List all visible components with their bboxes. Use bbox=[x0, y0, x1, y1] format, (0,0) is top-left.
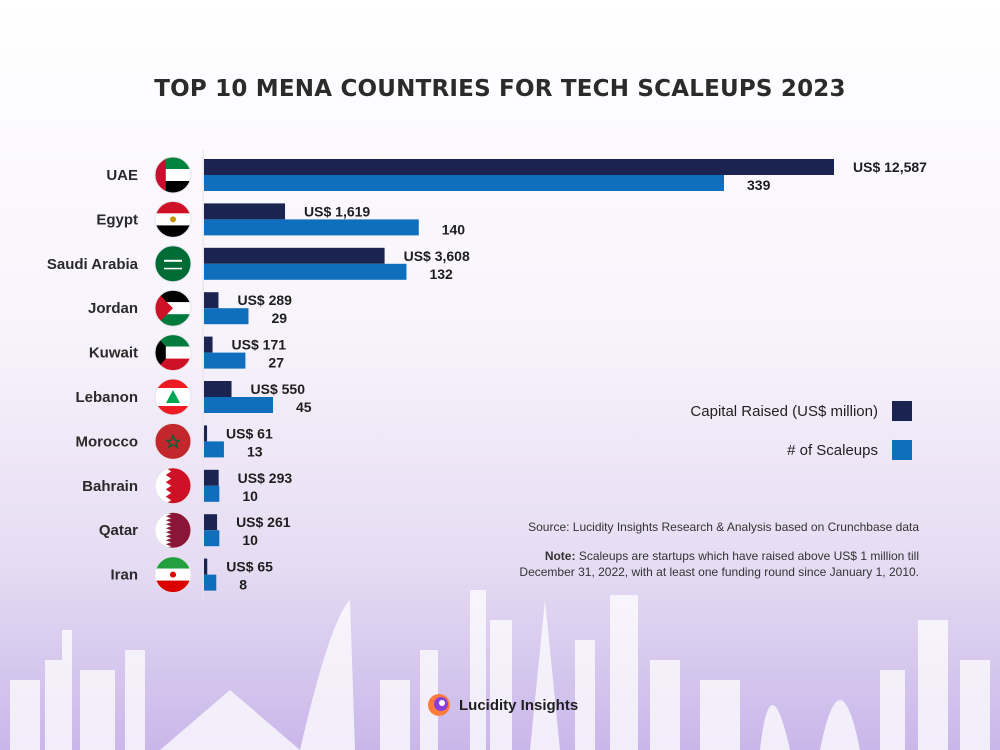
category-label: Iran bbox=[110, 567, 138, 584]
source-text: Source: Lucidity Insights Research & Ana… bbox=[528, 520, 919, 534]
category-label: Egypt bbox=[96, 211, 138, 228]
city-skyline-background bbox=[10, 590, 990, 750]
data-label-capital: US$ 1,619 bbox=[304, 203, 370, 219]
legend-swatch-capital bbox=[892, 401, 912, 421]
bar-capital-raised bbox=[204, 203, 286, 220]
bar-capital-raised bbox=[204, 469, 219, 486]
note-body: Scaleups are startups which have raised … bbox=[519, 549, 919, 579]
bar-capital-raised bbox=[204, 425, 208, 442]
data-label-scaleups: 132 bbox=[429, 266, 453, 282]
legend-capital-raised: Capital Raised (US$ million) bbox=[690, 401, 912, 421]
chart-title: TOP 10 MENA COUNTRIES FOR TECH SCALEUPS … bbox=[154, 76, 846, 102]
data-label-capital: US$ 65 bbox=[226, 559, 273, 575]
category-label: Saudi Arabia bbox=[47, 256, 139, 273]
data-label-scaleups: 8 bbox=[239, 577, 247, 593]
bar-capital-raised bbox=[204, 514, 218, 531]
uae-flag-icon bbox=[154, 156, 192, 194]
data-label-scaleups: 45 bbox=[296, 399, 312, 415]
bar-scaleups bbox=[204, 574, 217, 591]
bar-scaleups bbox=[204, 219, 419, 236]
category-label: Jordan bbox=[88, 300, 138, 317]
data-label-scaleups: 140 bbox=[442, 221, 466, 237]
data-label-capital: US$ 3,608 bbox=[404, 248, 470, 264]
kuwait-flag-icon bbox=[154, 334, 192, 372]
legend-label-scaleups: # of Scaleups bbox=[787, 441, 878, 459]
bar-scaleups bbox=[204, 352, 246, 369]
lebanon-flag-icon bbox=[154, 378, 192, 416]
bahrain-flag-icon bbox=[154, 467, 192, 505]
data-label-scaleups: 13 bbox=[247, 443, 263, 459]
data-label-scaleups: 10 bbox=[242, 532, 258, 548]
bar-capital-raised bbox=[204, 336, 213, 353]
brand-logo: Lucidity Insights bbox=[427, 693, 578, 717]
jordan-flag-icon bbox=[154, 289, 192, 327]
bar-scaleups bbox=[204, 441, 224, 458]
data-label-capital: US$ 550 bbox=[251, 381, 306, 397]
bar-capital-raised bbox=[204, 247, 385, 264]
data-label-scaleups: 27 bbox=[268, 355, 284, 371]
bar-capital-raised bbox=[204, 159, 834, 175]
category-label: Morocco bbox=[75, 433, 138, 450]
lucidity-logo-icon bbox=[428, 694, 450, 716]
brand-name: Lucidity Insights bbox=[459, 696, 579, 714]
egypt-flag-icon bbox=[154, 200, 192, 238]
note-label: Note: bbox=[544, 549, 576, 563]
legend-label-capital: Capital Raised (US$ million) bbox=[690, 402, 878, 420]
saudi-arabia-flag-icon bbox=[154, 245, 192, 283]
bar-chart: UAE US$ 12,587 339 Egypt US$ 1,619 140 Saudi A… bbox=[47, 150, 927, 600]
qatar-flag-icon bbox=[154, 511, 192, 549]
category-label: UAE bbox=[106, 167, 138, 184]
data-label-scaleups: 10 bbox=[242, 488, 258, 504]
bar-capital-raised bbox=[204, 292, 219, 309]
note-text: Note: Scaleups are startups which have r… bbox=[499, 548, 919, 580]
bar-capital-raised bbox=[204, 558, 208, 575]
legend-scaleups: # of Scaleups bbox=[787, 440, 912, 460]
data-label-scaleups: 339 bbox=[747, 177, 771, 193]
bar-scaleups bbox=[204, 308, 249, 325]
data-label-capital: US$ 293 bbox=[238, 470, 293, 486]
data-label-capital: US$ 261 bbox=[236, 514, 291, 530]
legend-swatch-scaleups bbox=[892, 440, 912, 460]
morocco-flag-icon bbox=[154, 422, 192, 460]
iran-flag-icon bbox=[154, 556, 192, 594]
data-label-capital: US$ 289 bbox=[237, 292, 292, 308]
bar-scaleups bbox=[204, 397, 274, 413]
bar-capital-raised bbox=[204, 381, 232, 397]
bar-scaleups bbox=[204, 530, 220, 547]
data-label-capital: US$ 12,587 bbox=[853, 159, 927, 175]
bar-scaleups bbox=[204, 175, 724, 191]
bar-scaleups bbox=[204, 263, 407, 280]
data-label-capital: US$ 61 bbox=[226, 425, 273, 441]
category-label: Qatar bbox=[99, 522, 138, 539]
bar-scaleups bbox=[204, 485, 220, 502]
category-label: Bahrain bbox=[82, 478, 138, 495]
category-label: Kuwait bbox=[89, 345, 138, 362]
category-label: Lebanon bbox=[76, 389, 139, 406]
data-label-capital: US$ 171 bbox=[232, 337, 287, 353]
data-label-scaleups: 29 bbox=[271, 310, 287, 326]
